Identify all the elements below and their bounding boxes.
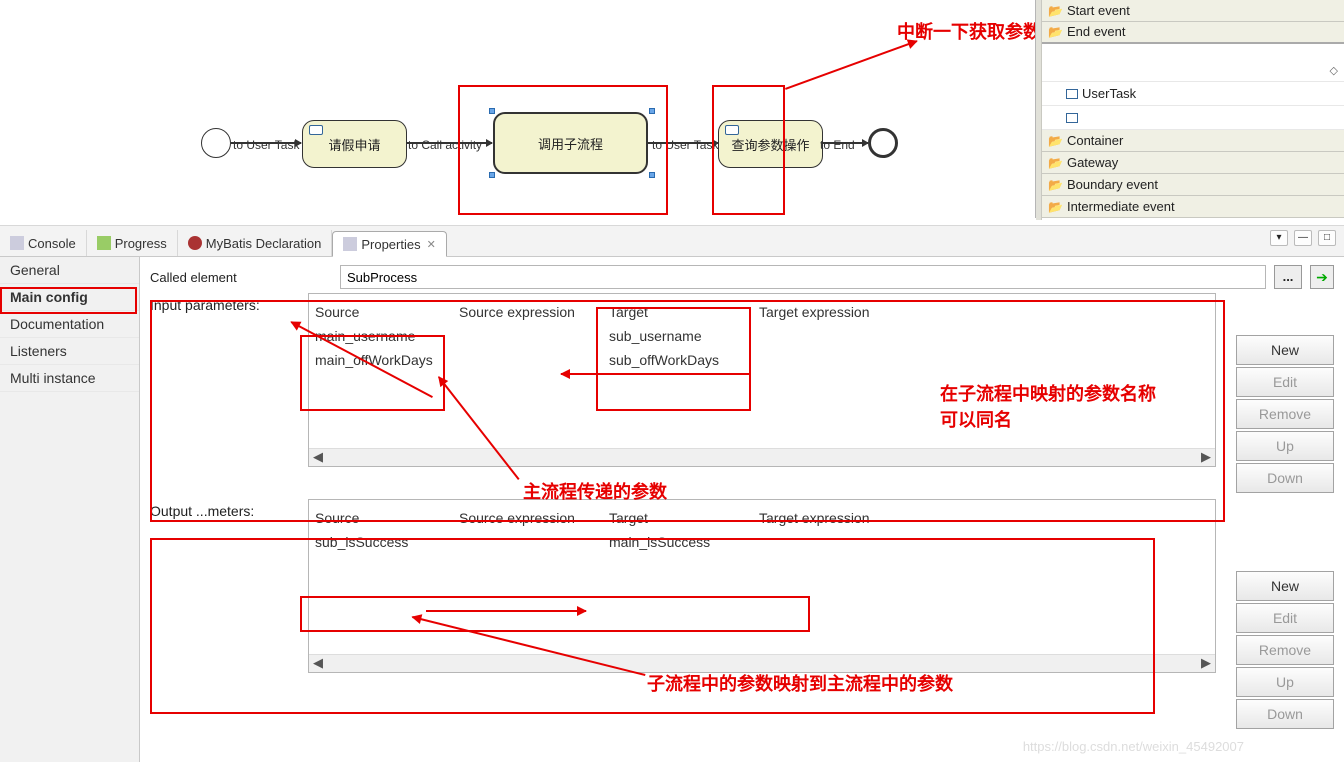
tab-console[interactable]: Console — [0, 230, 87, 256]
folder-icon: 📂 — [1048, 21, 1063, 43]
palette-category[interactable]: 📂End event — [1042, 22, 1344, 44]
remove-button[interactable]: Remove — [1236, 399, 1334, 429]
go-button[interactable]: ➔ — [1310, 265, 1334, 289]
annotation-text: 子流程中的参数映射到主流程中的参数 — [647, 670, 953, 696]
called-element-row: Called element ... ➔ — [150, 263, 1334, 291]
palette-item-label: UserTask — [1082, 83, 1136, 105]
palette-category[interactable]: 📂Gateway — [1042, 152, 1344, 174]
palette-spacer — [1042, 44, 1344, 82]
tab-properties[interactable]: Properties ✕ — [332, 231, 446, 257]
annotation-box — [0, 287, 137, 314]
task-label: 请假申请 — [328, 135, 380, 154]
palette-cat-label: Boundary event — [1067, 174, 1158, 196]
task-icon — [1066, 113, 1078, 123]
annotation-text: 主流程传递的参数 — [523, 478, 667, 504]
view-menu-button[interactable]: ▾ — [1270, 230, 1288, 246]
properties-nav: General Main config Documentation Listen… — [0, 257, 140, 762]
new-button[interactable]: New — [1236, 335, 1334, 365]
palette-panel: 📂Start event 📂End event UserTask 📂Contai… — [1035, 0, 1344, 218]
up-button[interactable]: Up — [1236, 667, 1334, 697]
watermark: https://blog.csdn.net/weixin_45492007 — [1023, 739, 1244, 754]
flow-label: to End — [820, 138, 855, 152]
palette-category[interactable]: 📂Container — [1042, 130, 1344, 152]
console-icon — [10, 236, 24, 250]
output-btn-column: New Edit Remove Up Down — [1236, 571, 1334, 729]
palette-cat-label: Container — [1067, 130, 1123, 152]
progress-icon — [97, 236, 111, 250]
palette-cat-label: Gateway — [1067, 152, 1118, 174]
minimize-button[interactable]: — — [1294, 230, 1312, 246]
folder-icon: 📂 — [1048, 0, 1063, 22]
tab-label: Console — [28, 236, 76, 251]
up-button[interactable]: Up — [1236, 431, 1334, 461]
palette-item[interactable] — [1042, 106, 1344, 130]
nav-item-documentation[interactable]: Documentation — [0, 311, 139, 338]
called-element-input[interactable] — [340, 265, 1266, 289]
browse-button[interactable]: ... — [1274, 265, 1302, 289]
folder-icon: 📂 — [1048, 130, 1063, 152]
tab-label: MyBatis Declaration — [206, 236, 322, 251]
input-btn-column: New Edit Remove Up Down — [1236, 335, 1334, 493]
nav-item-general[interactable]: General — [0, 257, 139, 284]
annotation-arrow — [561, 373, 751, 375]
bpmn-end-event[interactable] — [868, 128, 898, 158]
folder-icon: 📂 — [1048, 152, 1063, 174]
bpmn-start-event[interactable] — [201, 128, 231, 158]
annotation-box — [300, 596, 810, 632]
properties-icon — [343, 237, 357, 251]
nav-item-multi-instance[interactable]: Multi instance — [0, 365, 139, 392]
annotation-box — [458, 85, 668, 215]
folder-icon: 📂 — [1048, 174, 1063, 196]
down-button[interactable]: Down — [1236, 463, 1334, 493]
palette-category[interactable]: 📂Intermediate event — [1042, 196, 1344, 218]
bpmn-task-1[interactable]: 请假申请 — [302, 120, 407, 168]
close-icon[interactable]: ✕ — [427, 238, 436, 251]
palette-cat-label: End event — [1067, 21, 1126, 43]
folder-icon: 📂 — [1048, 196, 1063, 218]
palette-cat-label: Start event — [1067, 0, 1130, 22]
palette-drag-bar[interactable] — [1036, 0, 1042, 220]
tab-label: Progress — [115, 236, 167, 251]
annotation-box — [596, 307, 751, 411]
edit-button[interactable]: Edit — [1236, 603, 1334, 633]
annotation-arrow — [426, 610, 586, 612]
view-toolbar: ▾ — □ — [1270, 230, 1336, 246]
mybatis-icon — [188, 236, 202, 250]
task-icon — [1066, 89, 1078, 99]
down-button[interactable]: Down — [1236, 699, 1334, 729]
new-button[interactable]: New — [1236, 571, 1334, 601]
called-element-label: Called element — [150, 270, 332, 285]
tab-mybatis[interactable]: MyBatis Declaration — [178, 230, 333, 256]
annotation-text: 在子流程中映射的参数名称 可以同名 — [940, 380, 1156, 432]
palette-cat-label: Intermediate event — [1067, 196, 1175, 218]
flow-label: to User Task — [233, 138, 299, 152]
tab-label: Properties — [361, 237, 420, 252]
tab-progress[interactable]: Progress — [87, 230, 178, 256]
user-task-icon — [309, 125, 323, 135]
annotation-text: 中断一下获取参数 — [897, 18, 1041, 44]
remove-button[interactable]: Remove — [1236, 635, 1334, 665]
nav-item-listeners[interactable]: Listeners — [0, 338, 139, 365]
palette-category[interactable]: 📂Start event — [1042, 0, 1344, 22]
view-tabstrip: Console Progress MyBatis Declaration Pro… — [0, 225, 1344, 257]
annotation-box — [712, 85, 785, 215]
annotation-box — [300, 335, 445, 411]
palette-expand-icon[interactable]: ◇ — [1330, 64, 1338, 77]
palette-category[interactable]: 📂Boundary event — [1042, 174, 1344, 196]
edit-button[interactable]: Edit — [1236, 367, 1334, 397]
palette-item[interactable]: UserTask — [1042, 82, 1344, 106]
maximize-button[interactable]: □ — [1318, 230, 1336, 246]
